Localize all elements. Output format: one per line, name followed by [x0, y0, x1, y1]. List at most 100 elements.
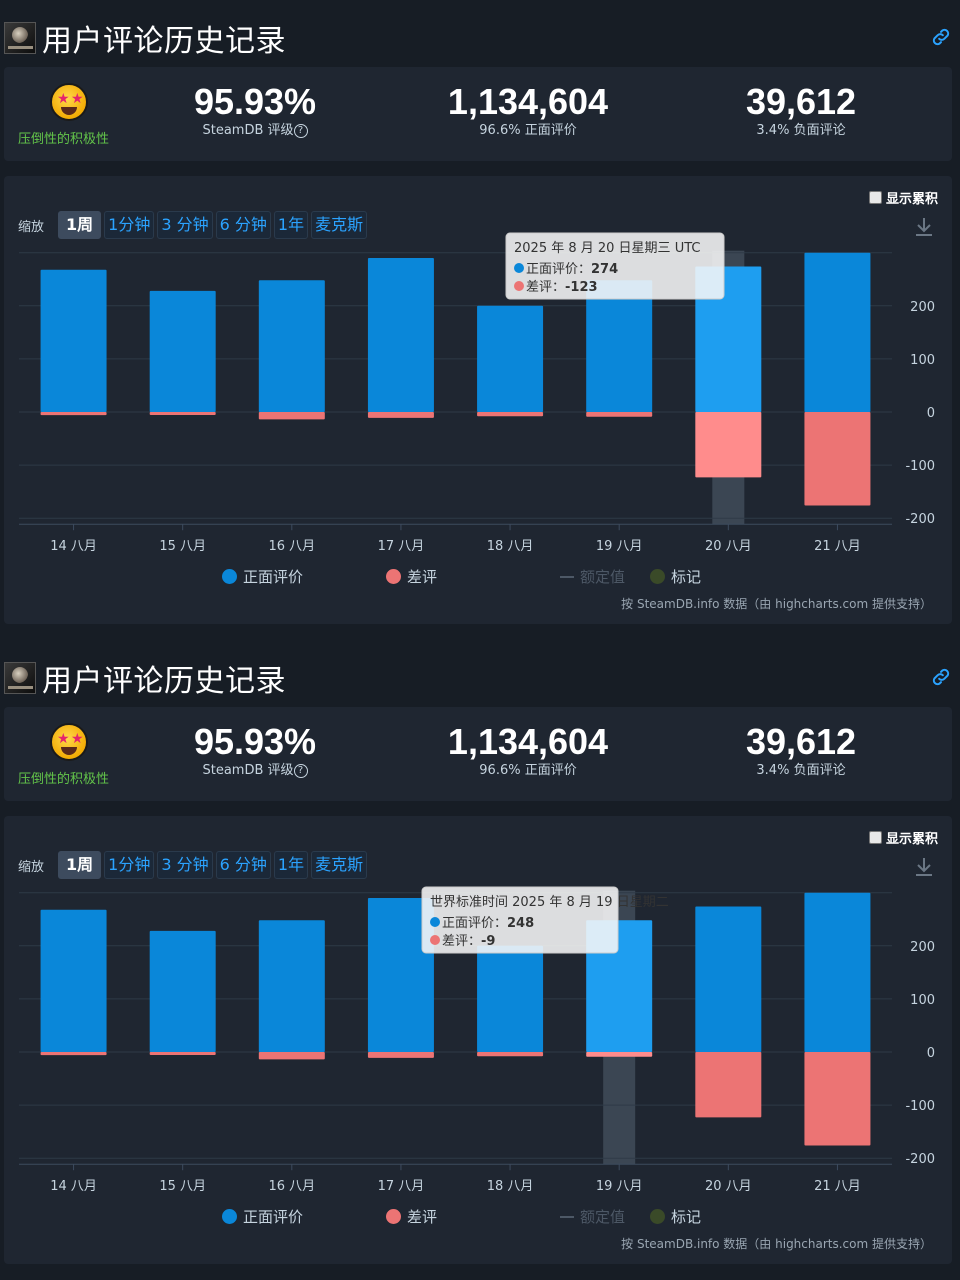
zoom-button-1m[interactable]: 1分钟 — [104, 851, 155, 879]
bar-negative[interactable] — [695, 412, 762, 478]
y-tick-label: -200 — [905, 1152, 935, 1167]
bar-positive[interactable] — [804, 892, 871, 1052]
tooltip-negative-dot-icon — [430, 935, 440, 945]
checkbox-icon[interactable] — [868, 191, 882, 204]
bar-positive[interactable] — [367, 898, 434, 1052]
y-tick-label: 200 — [910, 940, 935, 955]
game-icon — [4, 22, 36, 54]
zoom-button-1w[interactable]: 1周 — [58, 851, 102, 879]
bar-negative[interactable] — [149, 1052, 216, 1055]
bar-negative[interactable] — [367, 1052, 434, 1058]
bar-negative[interactable] — [477, 1052, 544, 1057]
chart-credits[interactable]: 按 SteamDB.info 数据（由 highcharts.com 提供支持） — [621, 1237, 932, 1251]
bar-positive[interactable] — [258, 280, 325, 412]
help-icon[interactable]: ? — [293, 764, 308, 778]
legend-markers[interactable]: 标记 — [650, 1206, 701, 1227]
bar-chart: -200 -100 0 100 200 14 八月 15 八月 16 八月 17 八月 18 八月… — [19, 886, 935, 1194]
legend-negative[interactable]: 差评 — [386, 566, 437, 587]
chart-box: -200 -100 0 100 200 14 八月 15 八月 16 八月 17 八月 18 八月… — [4, 816, 952, 1264]
bar-positive[interactable] — [258, 920, 325, 1052]
bar-negative[interactable] — [586, 1052, 653, 1057]
show-cumulative-toggle[interactable]: 显示累积 — [868, 828, 938, 847]
bar-negative[interactable] — [258, 412, 325, 420]
checkbox-icon[interactable] — [868, 831, 882, 844]
zoom-button-6m[interactable]: 6 分钟 — [215, 211, 271, 239]
zoom-button-max[interactable]: 麦克斯 — [311, 211, 368, 239]
bar-positive[interactable] — [695, 266, 762, 412]
markers-dot-icon — [650, 569, 665, 584]
y-tick-label: 100 — [910, 353, 935, 368]
section-title: 用户评论历史记录 — [42, 24, 286, 59]
x-tick-label: 18 八月 — [487, 1179, 534, 1194]
zoom-button-1w[interactable]: 1周 — [58, 211, 102, 239]
chart-credits[interactable]: 按 SteamDB.info 数据（由 highcharts.com 提供支持） — [621, 597, 932, 611]
tooltip-negative-row: 差评：-123 — [526, 280, 598, 295]
zoom-button-6m[interactable]: 6 分钟 — [215, 851, 271, 879]
zoom-button-max[interactable]: 麦克斯 — [311, 851, 368, 879]
x-tick-label: 15 八月 — [159, 1179, 206, 1194]
bar-negative[interactable] — [367, 412, 434, 418]
bar-negative[interactable] — [149, 412, 216, 415]
bar-negative[interactable] — [804, 1052, 871, 1146]
bar-negative[interactable] — [586, 412, 653, 417]
x-tick-label: 19 八月 — [596, 539, 643, 554]
star-struck-emoji-icon: ★ ★ — [50, 83, 88, 121]
zoom-button-1y[interactable]: 1年 — [273, 851, 309, 879]
zoom-button-1m[interactable]: 1分钟 — [104, 211, 155, 239]
star-eye-icon: ★ — [57, 91, 70, 107]
rating-label: 压倒性的积极性 — [18, 772, 110, 787]
legend-negative[interactable]: 差评 — [386, 1206, 437, 1227]
download-icon[interactable] — [914, 216, 934, 238]
cumulative-label: 显示累积 — [885, 192, 938, 207]
legend-markers[interactable]: 标记 — [650, 566, 701, 587]
bar-positive[interactable] — [40, 269, 107, 412]
threshold-line-icon — [560, 575, 574, 578]
legend-markers-label: 标记 — [671, 1208, 702, 1226]
score-value: 95.93% — [193, 721, 317, 762]
title-row: 用户评论历史记录 — [4, 18, 286, 59]
game-icon — [4, 662, 36, 694]
zoom-button-3m[interactable]: 3 分钟 — [157, 851, 213, 879]
score-stat: 95.93% SteamDB 评级? — [180, 81, 330, 139]
legend-threshold[interactable]: 额定值 — [560, 566, 625, 587]
tooltip-box — [505, 232, 725, 300]
review-history-section-1: 用户评论历史记录 ★ ★ 压倒性的积极性 95.93% SteamDB 评级? … — [4, 18, 952, 624]
bar-negative[interactable] — [40, 1052, 107, 1056]
bar-positive[interactable] — [477, 305, 544, 412]
x-tick-label: 14 八月 — [50, 1179, 97, 1194]
bar-positive[interactable] — [477, 945, 544, 1052]
legend-threshold-label: 额定值 — [580, 1208, 626, 1226]
bar-positive[interactable] — [149, 290, 216, 412]
link-icon[interactable] — [930, 666, 952, 688]
bar-positive[interactable] — [40, 909, 107, 1052]
tooltip-positive-label: 正面评价： — [442, 916, 507, 931]
chart-legend: 正面评价 差评 额定值 标记 — [4, 1206, 952, 1230]
zoom-button-1y[interactable]: 1年 — [273, 211, 309, 239]
bar-negative[interactable] — [40, 412, 107, 416]
zoom-button-3m[interactable]: 3 分钟 — [157, 211, 213, 239]
bar-positive[interactable] — [804, 252, 871, 412]
legend-positive[interactable]: 正面评价 — [222, 1206, 303, 1227]
star-eye-icon: ★ — [71, 731, 84, 747]
legend-positive[interactable]: 正面评价 — [222, 566, 303, 587]
bar-positive[interactable] — [367, 258, 434, 412]
show-cumulative-toggle[interactable]: 显示累积 — [868, 188, 938, 207]
bar-negative[interactable] — [695, 1052, 762, 1118]
star-struck-emoji-icon: ★ ★ — [50, 723, 88, 761]
stats-box: ★ ★ 压倒性的积极性 95.93% SteamDB 评级? 1,134,604… — [4, 67, 952, 161]
help-icon[interactable]: ? — [293, 124, 308, 138]
link-icon[interactable] — [930, 26, 952, 48]
bar-positive[interactable] — [695, 906, 762, 1052]
chart-tooltip: 2025 年 8 月 20 日星期三 UTC 正面评价：274 差评：-123 — [505, 232, 725, 300]
legend-threshold[interactable]: 额定值 — [560, 1206, 625, 1227]
positive-stat: 1,134,604 96.6% 正面评价 — [428, 81, 628, 139]
download-icon[interactable] — [914, 856, 934, 878]
bar-positive[interactable] — [586, 280, 653, 412]
tooltip-negative-value: -123 — [565, 280, 598, 295]
x-tick-label: 21 八月 — [814, 1179, 861, 1194]
bar-negative[interactable] — [477, 412, 544, 417]
bar-positive[interactable] — [149, 930, 216, 1052]
bar-negative[interactable] — [804, 412, 871, 506]
bar-negative[interactable] — [258, 1052, 325, 1060]
